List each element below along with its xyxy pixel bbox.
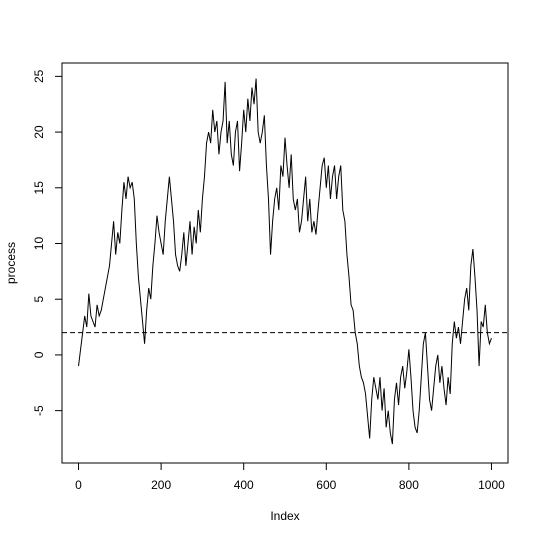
y-tick-label: 0 (32, 351, 46, 358)
y-tick-label: 20 (32, 125, 46, 139)
x-tick-label: 600 (316, 478, 336, 492)
x-axis-label: Index (270, 509, 299, 523)
y-tick-label: 5 (32, 296, 46, 303)
x-tick-label: 800 (399, 478, 419, 492)
x-tick-label: 200 (151, 478, 171, 492)
y-tick-label: 25 (32, 69, 46, 83)
x-tick-label: 0 (75, 478, 82, 492)
x-tick-label: 400 (234, 478, 254, 492)
plot-frame (61, 62, 509, 464)
x-tick-label: 1000 (478, 478, 505, 492)
y-tick-label: 15 (32, 181, 46, 195)
y-tick-label: 10 (32, 237, 46, 251)
data-line (78, 78, 492, 445)
y-axis-label: process (4, 242, 18, 284)
y-tick-label: -5 (32, 405, 46, 416)
